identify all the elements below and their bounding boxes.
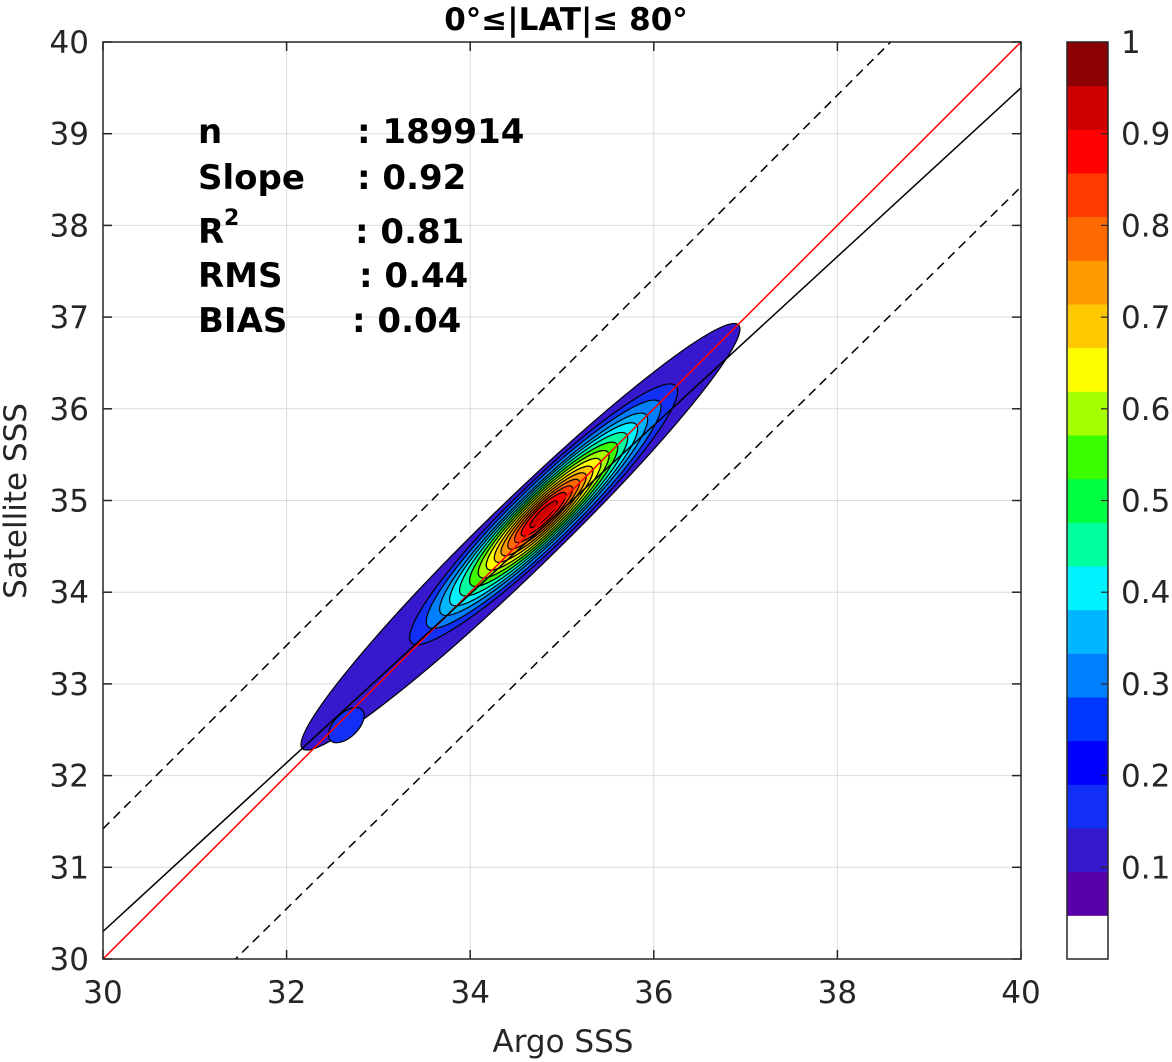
density-contours bbox=[300, 322, 741, 751]
stat-value-r2: : 0.81 bbox=[355, 212, 464, 252]
colorbar-segment bbox=[1067, 871, 1108, 916]
colorbar-tick-label: 0.6 bbox=[1121, 392, 1170, 428]
colorbar-segment bbox=[1067, 740, 1108, 785]
colorbar-segment bbox=[1067, 522, 1108, 567]
y-tick-label: 30 bbox=[50, 942, 89, 978]
colorbar-segment bbox=[1067, 784, 1108, 829]
colorbar-tick-label: 1 bbox=[1121, 25, 1141, 61]
colorbar-tick-label: 0.8 bbox=[1121, 208, 1170, 244]
x-tick-label: 38 bbox=[818, 975, 857, 1011]
colorbar-segment bbox=[1067, 347, 1108, 392]
stat-sup-r2: 2 bbox=[224, 206, 239, 231]
colorbar: 0.1 0.2 0.3 0.4 0.5 0.6 0.7 0.8 0.9 1 bbox=[1066, 25, 1170, 960]
grid-lines bbox=[102, 41, 1022, 960]
stat-label-bias: BIAS bbox=[198, 301, 287, 341]
chart-title: 0°≤|LAT|≤ 80° bbox=[444, 2, 688, 38]
colorbar-tick-label: 0.9 bbox=[1121, 117, 1170, 153]
stat-label-rms: RMS bbox=[198, 256, 283, 296]
x-tick-label: 36 bbox=[634, 975, 673, 1011]
colorbar-tick-label: 0.2 bbox=[1121, 759, 1170, 795]
y-axis-label: Satellite SSS bbox=[0, 403, 34, 599]
colorbar-segment bbox=[1067, 915, 1108, 960]
y-tick-label: 35 bbox=[50, 484, 89, 520]
colorbar-tick-label: 0.4 bbox=[1121, 575, 1170, 611]
x-tick-label: 34 bbox=[450, 975, 489, 1011]
colorbar-segment bbox=[1067, 435, 1108, 480]
y-tick-label: 32 bbox=[50, 759, 89, 795]
reference-lines bbox=[103, 42, 1021, 959]
x-tick-label: 40 bbox=[1001, 975, 1040, 1011]
axis-ticks: 30 32 34 36 38 40 30 31 32 33 34 35 36 37 38 39 40 bbox=[50, 25, 1041, 1011]
y-tick-label: 36 bbox=[50, 392, 89, 428]
x-axis-label: Argo SSS bbox=[493, 1024, 634, 1060]
colorbar-segment bbox=[1067, 609, 1108, 654]
colorbar-segment bbox=[1067, 391, 1108, 436]
y-tick-label: 31 bbox=[50, 850, 89, 886]
lower-bound-line bbox=[234, 186, 1021, 959]
colorbar-segment bbox=[1067, 566, 1108, 611]
colorbar-segment bbox=[1067, 42, 1108, 87]
colorbar-segment bbox=[1067, 828, 1108, 873]
colorbar-segment bbox=[1067, 129, 1108, 174]
colorbar-tick-label: 0.5 bbox=[1121, 484, 1170, 520]
colorbar-segment bbox=[1067, 173, 1108, 218]
colorbar-segment bbox=[1067, 697, 1108, 742]
colorbar-segment bbox=[1067, 653, 1108, 698]
y-tick-label: 39 bbox=[50, 117, 89, 153]
y-tick-label: 34 bbox=[50, 575, 89, 611]
y-tick-label: 37 bbox=[50, 300, 89, 336]
statistics-box: n : 189914 Slope : 0.92 R 2 : 0.81 RMS : 0.44 BIA… bbox=[198, 112, 524, 341]
x-tick-label: 30 bbox=[83, 975, 122, 1011]
x-tick-label: 32 bbox=[267, 975, 306, 1011]
density-contour-0_95 bbox=[529, 500, 558, 529]
colorbar-segment bbox=[1067, 85, 1108, 130]
stat-value-n: : 189914 bbox=[357, 112, 524, 152]
stat-value-bias: : 0.04 bbox=[352, 301, 461, 341]
colorbar-segment bbox=[1067, 216, 1108, 261]
colorbar-tick-label: 0.3 bbox=[1121, 667, 1170, 703]
one-to-one-line bbox=[103, 42, 1021, 959]
y-tick-label: 33 bbox=[50, 667, 89, 703]
upper-bound-line bbox=[103, 42, 892, 830]
stat-label-r2: R bbox=[198, 212, 224, 252]
stat-value-slope: : 0.92 bbox=[357, 158, 466, 198]
colorbar-tick-label: 0.1 bbox=[1121, 850, 1170, 886]
y-tick-label: 38 bbox=[50, 208, 89, 244]
stat-label-slope: Slope bbox=[198, 158, 305, 198]
colorbar-segment bbox=[1067, 260, 1108, 305]
colorbar-segment bbox=[1067, 304, 1108, 349]
regression-line bbox=[103, 87, 1021, 933]
stat-label-n: n bbox=[198, 112, 222, 152]
colorbar-tick-label: 0.7 bbox=[1121, 300, 1170, 336]
stat-value-rms: : 0.44 bbox=[359, 256, 468, 296]
y-tick-label: 40 bbox=[50, 25, 89, 61]
